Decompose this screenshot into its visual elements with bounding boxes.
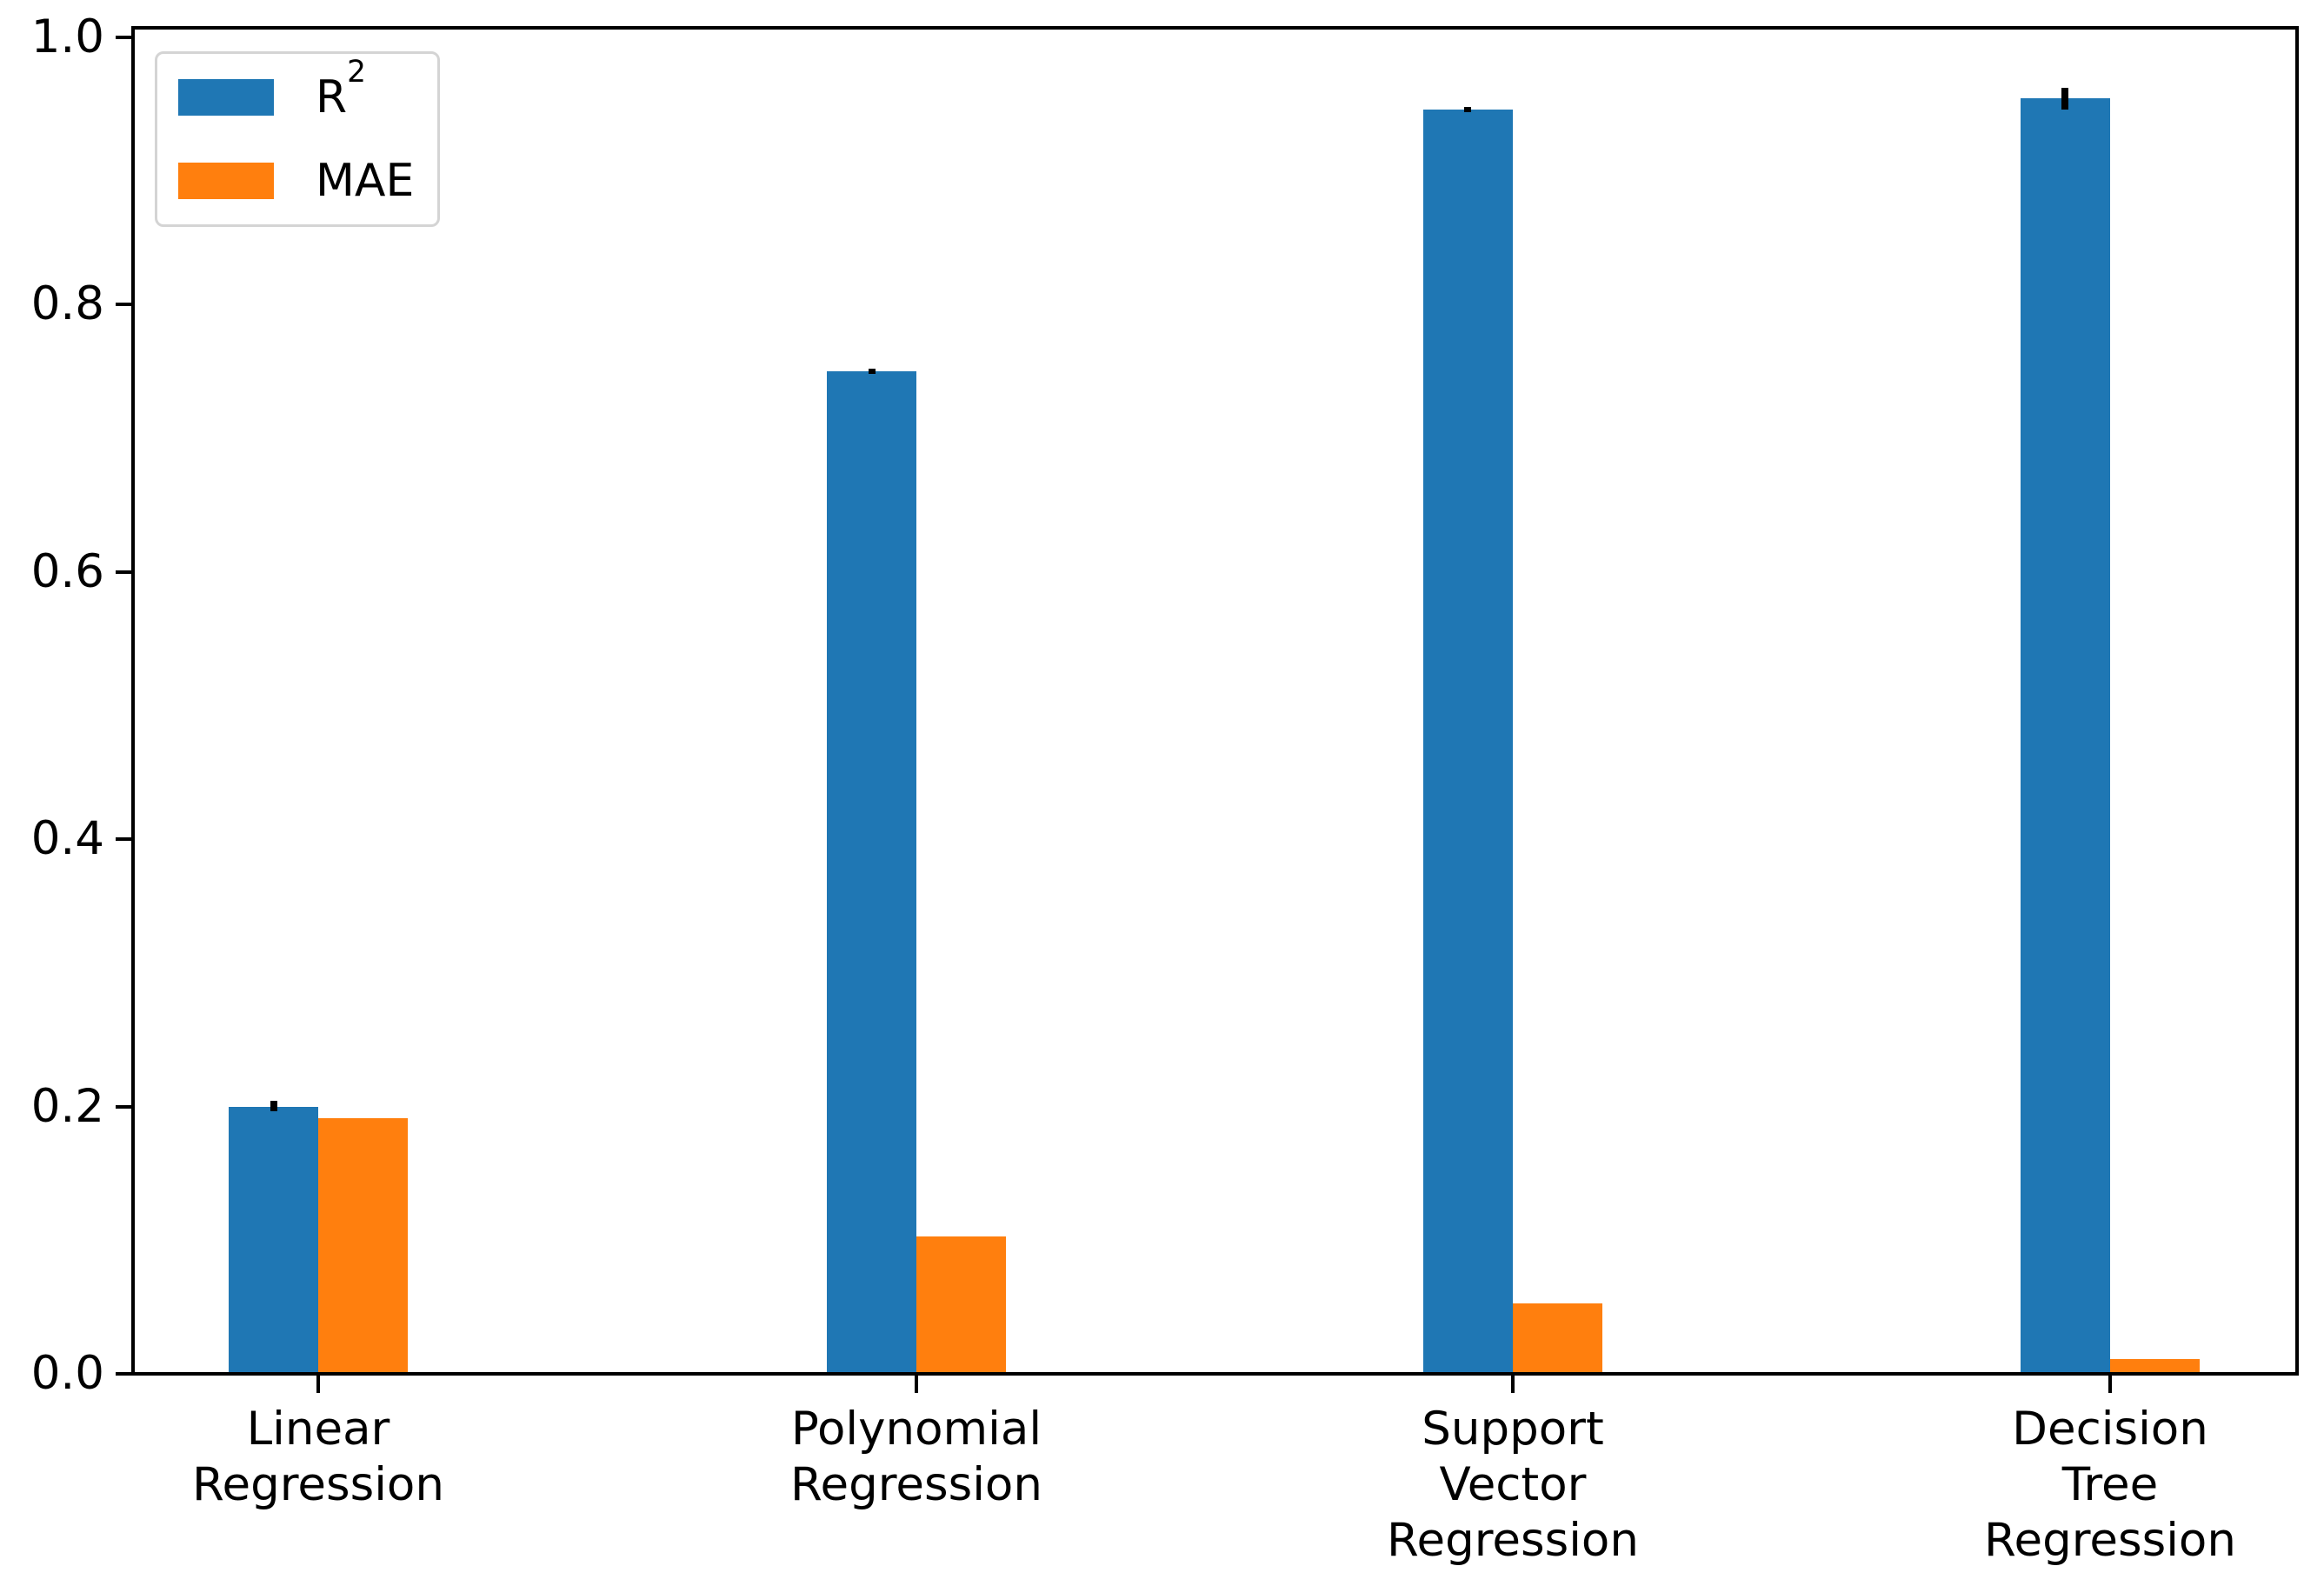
legend-label-r2: R2 — [316, 55, 366, 123]
y-tick-0-4 — [116, 837, 133, 841]
x-tick-label-linear-regression: Linear Regression — [192, 1403, 444, 1511]
errorbar-r2-decision-tree-regression — [2061, 88, 2068, 110]
legend-swatch-mae-icon — [178, 163, 274, 199]
x-tick-decision-tree-regression — [2108, 1376, 2112, 1393]
y-tick-label-0-2: 0.2 — [30, 1080, 104, 1133]
legend-label-mae: MAE — [316, 155, 415, 207]
errorbar-r2-polynomial-regression — [869, 369, 876, 374]
axes-frame — [131, 26, 2299, 1376]
bar-r2-polynomial-regression — [827, 371, 916, 1374]
errorbar-r2-support-vector-regression — [1464, 107, 1471, 112]
y-tick-label-0-6: 0.6 — [30, 545, 104, 598]
legend-entry-mae: MAE — [178, 158, 437, 203]
bar-r2-linear-regression — [229, 1107, 318, 1374]
bar-mae-polynomial-regression — [916, 1236, 1006, 1374]
x-tick-polynomial-regression — [915, 1376, 918, 1393]
legend: R2 MAE — [155, 51, 440, 227]
errorbar-r2-linear-regression — [270, 1101, 277, 1111]
y-tick-label-1-0: 1.0 — [30, 10, 104, 63]
x-tick-label-decision-tree-regression: Decision Tree Regression — [1984, 1403, 2236, 1567]
x-tick-linear-regression — [316, 1376, 320, 1393]
bar-r2-support-vector-regression — [1423, 110, 1513, 1374]
legend-entry-r2: R2 — [178, 55, 437, 123]
y-tick-0-2 — [116, 1105, 133, 1109]
x-tick-label-polynomial-regression: Polynomial Regression — [790, 1403, 1042, 1511]
y-tick-label-0-8: 0.8 — [30, 277, 104, 330]
bar-r2-decision-tree-regression — [2021, 98, 2110, 1374]
x-tick-support-vector-regression — [1511, 1376, 1515, 1393]
y-tick-label-0-0: 0.0 — [30, 1347, 104, 1400]
y-tick-0-8 — [116, 303, 133, 306]
y-tick-label-0-4: 0.4 — [30, 812, 104, 865]
bar-mae-decision-tree-regression — [2110, 1359, 2200, 1374]
bar-mae-support-vector-regression — [1513, 1303, 1602, 1374]
y-tick-0-6 — [116, 570, 133, 574]
y-tick-0-0 — [116, 1372, 133, 1376]
x-tick-label-support-vector-regression: Support Vector Regression — [1387, 1403, 1639, 1567]
y-tick-1-0 — [116, 36, 133, 39]
legend-swatch-r2-icon — [178, 79, 274, 116]
bar-mae-linear-regression — [318, 1118, 408, 1374]
